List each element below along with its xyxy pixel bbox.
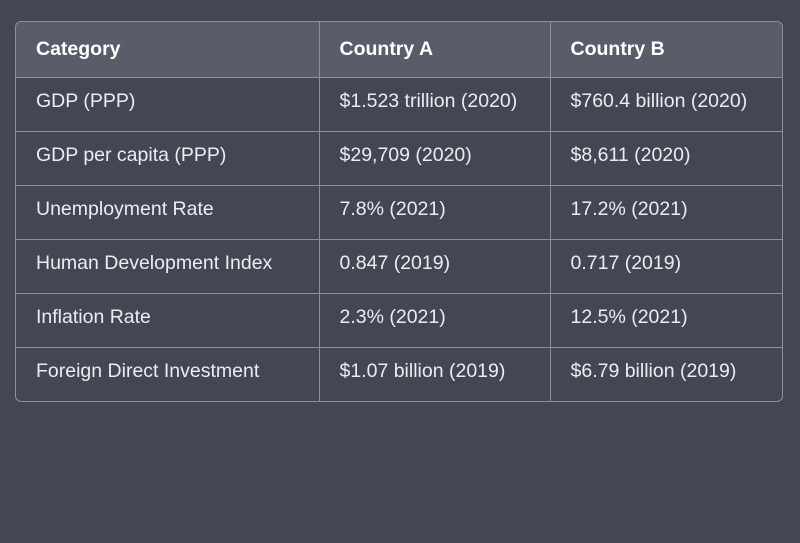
cell-country-b: $8,611 (2020)	[550, 131, 782, 186]
table-row: Human Development Index 0.847 (2019) 0.7…	[16, 239, 782, 294]
table-row: GDP per capita (PPP) $29,709 (2020) $8,6…	[16, 131, 782, 186]
cell-country-a: 0.847 (2019)	[319, 239, 551, 294]
cell-country-a: $29,709 (2020)	[319, 131, 551, 186]
table-header-row: Category Country A Country B	[16, 22, 782, 78]
cell-category: Unemployment Rate	[16, 185, 320, 240]
cell-country-a: $1.523 trillion (2020)	[319, 77, 551, 132]
cell-country-a: 2.3% (2021)	[319, 293, 551, 348]
cell-country-b: $760.4 billion (2020)	[550, 77, 782, 132]
table-row: Foreign Direct Investment $1.07 billion …	[16, 347, 782, 401]
table-row: GDP (PPP) $1.523 trillion (2020) $760.4 …	[16, 77, 782, 132]
header-country-b: Country B	[550, 22, 782, 78]
cell-category: GDP per capita (PPP)	[16, 131, 320, 186]
cell-country-a: $1.07 billion (2019)	[319, 347, 551, 401]
header-category: Category	[16, 22, 320, 78]
cell-category: Foreign Direct Investment	[16, 347, 320, 401]
comparison-table: Category Country A Country B GDP (PPP) $…	[16, 22, 782, 401]
comparison-table-container: Category Country A Country B GDP (PPP) $…	[15, 21, 783, 402]
cell-country-b: 12.5% (2021)	[550, 293, 782, 348]
cell-category: Human Development Index	[16, 239, 320, 294]
cell-country-b: $6.79 billion (2019)	[570, 360, 737, 382]
cell-category: Inflation Rate	[16, 293, 320, 348]
cell-category: GDP (PPP)	[16, 77, 320, 132]
header-country-a: Country A	[319, 22, 551, 78]
cell-country-b: 0.717 (2019)	[550, 239, 782, 294]
table-row: Unemployment Rate 7.8% (2021) 17.2% (202…	[16, 185, 782, 240]
table-row: Inflation Rate 2.3% (2021) 12.5% (2021)	[16, 293, 782, 348]
cell-country-b: 17.2% (2021)	[550, 185, 782, 240]
cell-country-a: 7.8% (2021)	[319, 185, 551, 240]
